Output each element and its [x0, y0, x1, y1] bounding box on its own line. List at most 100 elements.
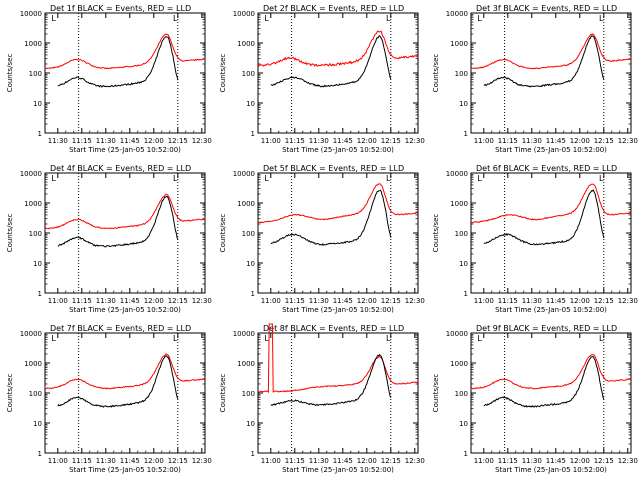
- x-tick-label: 11:00: [261, 137, 281, 145]
- x-tick-label: 12:15: [381, 297, 401, 305]
- plot-frame: [470, 12, 632, 134]
- lld-rate-line: [470, 33, 632, 70]
- x-tick-label: 11:15: [285, 297, 305, 305]
- x-tick-label: 11:30: [522, 297, 542, 305]
- x-tick-label: 12:30: [405, 297, 425, 305]
- y-tick-label: 100: [242, 70, 255, 78]
- x-tick-label: 11:15: [285, 137, 305, 145]
- interval-marker-label: L: [264, 14, 269, 23]
- y-tick-label: 100: [29, 230, 42, 238]
- x-tick-label: 12:30: [192, 137, 212, 145]
- x-tick-label: 11:15: [498, 297, 518, 305]
- y-axis-label: Counts/sec: [6, 374, 14, 413]
- y-tick-label: 10: [246, 420, 255, 428]
- interval-marker-label: L: [386, 334, 391, 343]
- y-tick-label: 10: [459, 420, 468, 428]
- x-tick-label: 12:30: [192, 297, 212, 305]
- plot-frame: [44, 332, 206, 454]
- lld-rate-line: [258, 323, 419, 394]
- x-axis-label: Start Time (25-Jan-05 10:52:00): [495, 466, 607, 474]
- x-tick-label: 12:00: [570, 457, 590, 465]
- events-rate-line: [270, 353, 392, 407]
- y-tick-label: 1000: [450, 200, 468, 208]
- y-tick-label: 10: [33, 420, 42, 428]
- x-axis-label: Start Time (25-Jan-05 10:52:00): [69, 466, 181, 474]
- x-tick-label: 11:15: [72, 137, 92, 145]
- panel-title: Det 5f BLACK = Events, RED = LLD: [263, 164, 404, 173]
- x-tick-label: 12:15: [594, 137, 614, 145]
- panel-det-2: Det 2f BLACK = Events, RED = LLD 1 10 100 10…: [219, 4, 425, 154]
- x-tick-label: 11:45: [333, 457, 353, 465]
- x-tick-label: 11:30: [48, 137, 68, 145]
- panel-det-1: Det 1f BLACK = Events, RED = LLD 1 10 100 10…: [6, 4, 212, 154]
- x-tick-label: 11:30: [96, 297, 116, 305]
- y-tick-label: 100: [455, 390, 468, 398]
- y-tick-label: 10: [33, 260, 42, 268]
- y-tick-label: 1000: [24, 200, 42, 208]
- y-tick-label: 10000: [20, 330, 42, 338]
- interval-marker-label: L: [477, 174, 482, 183]
- plot-frame: [257, 172, 419, 294]
- interval-marker-label: L: [51, 14, 56, 23]
- y-tick-label: 1000: [24, 40, 42, 48]
- x-tick-label: 12:00: [357, 297, 377, 305]
- x-tick-label: 11:00: [261, 297, 281, 305]
- x-tick-label: 11:15: [72, 297, 92, 305]
- x-tick-label: 11:00: [48, 457, 68, 465]
- x-tick-label: 11:30: [309, 297, 329, 305]
- x-tick-label: 12:15: [381, 137, 401, 145]
- events-rate-line: [483, 355, 605, 408]
- panel-det-3: Det 3f BLACK = Events, RED = LLD 1 10 100 10…: [432, 4, 638, 154]
- x-tick-label: 11:30: [96, 137, 116, 145]
- y-tick-label: 10000: [446, 330, 468, 338]
- plot-frame: [257, 332, 419, 454]
- interval-marker-label: L: [173, 334, 178, 343]
- x-tick-label: 11:00: [474, 137, 494, 145]
- interval-marker-label: L: [386, 14, 391, 23]
- panel-title: Det 9f BLACK = Events, RED = LLD: [476, 324, 617, 333]
- interval-marker-label: L: [599, 334, 604, 343]
- y-tick-label: 10: [246, 100, 255, 108]
- y-tick-label: 10000: [233, 170, 255, 178]
- x-tick-label: 12:15: [168, 137, 188, 145]
- x-tick-label: 12:30: [618, 137, 638, 145]
- x-tick-label: 11:30: [522, 457, 542, 465]
- events-rate-line: [270, 34, 392, 88]
- x-tick-label: 12:00: [570, 297, 590, 305]
- y-tick-label: 10000: [20, 10, 42, 18]
- x-tick-label: 11:45: [120, 297, 140, 305]
- lld-rate-line: [44, 193, 206, 230]
- interval-marker-label: L: [599, 174, 604, 183]
- x-tick-label: 11:30: [309, 457, 329, 465]
- x-axis-label: Start Time (25-Jan-05 10:52:00): [69, 146, 181, 154]
- x-tick-label: 11:45: [333, 297, 353, 305]
- events-rate-line: [483, 35, 605, 88]
- events-rate-line: [57, 36, 179, 88]
- y-tick-label: 10000: [20, 170, 42, 178]
- panel-det-5: Det 5f BLACK = Events, RED = LLD 1 10 100 10…: [219, 164, 425, 314]
- interval-marker-label: L: [51, 174, 56, 183]
- x-tick-label: 12:00: [144, 297, 164, 305]
- x-tick-label: 12:15: [168, 297, 188, 305]
- y-tick-label: 1: [38, 290, 42, 298]
- y-tick-label: 1000: [24, 360, 42, 368]
- panel-title: Det 8f BLACK = Events, RED = LLD: [263, 324, 404, 333]
- y-axis-label: Counts/sec: [432, 374, 440, 413]
- x-tick-label: 12:00: [357, 137, 377, 145]
- interval-marker-label: L: [173, 14, 178, 23]
- y-tick-label: 100: [455, 70, 468, 78]
- panel-det-8: Det 8f BLACK = Events, RED = LLD 1 10 100 10…: [219, 323, 425, 474]
- x-tick-label: 12:00: [144, 457, 164, 465]
- y-axis-label: Counts/sec: [432, 214, 440, 253]
- y-axis-label: Counts/sec: [219, 374, 227, 413]
- y-axis-label: Counts/sec: [219, 214, 227, 253]
- y-tick-label: 1: [38, 450, 42, 458]
- panel-title: Det 7f BLACK = Events, RED = LLD: [50, 324, 191, 333]
- lld-rate-line: [257, 183, 419, 224]
- y-tick-label: 1: [464, 130, 468, 138]
- y-tick-label: 1000: [450, 360, 468, 368]
- x-tick-label: 12:15: [168, 457, 188, 465]
- x-tick-label: 12:00: [144, 137, 164, 145]
- y-tick-label: 1000: [237, 40, 255, 48]
